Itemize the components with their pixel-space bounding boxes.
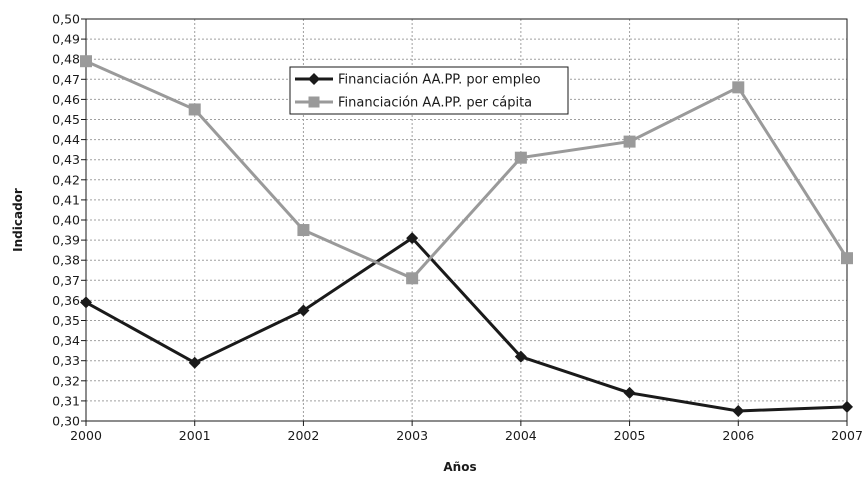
y-tick-label: 0,33 <box>52 353 80 368</box>
data-point-diamond <box>514 350 527 363</box>
legend-label-per-capita: Financiación AA.PP. per cápita <box>338 96 532 111</box>
y-tick-label: 0,32 <box>52 373 80 388</box>
legend-entry-per-capita: Financiación AA.PP. per cápita <box>295 96 532 111</box>
x-tick-label: 2003 <box>396 428 428 443</box>
series-line <box>85 59 849 281</box>
legend-square-marker <box>308 96 320 108</box>
y-tick-label: 0,37 <box>52 273 80 288</box>
series-per-capita <box>80 55 853 285</box>
data-point-square <box>188 103 201 116</box>
series-por-empleo <box>80 232 853 417</box>
data-point-square <box>623 135 636 148</box>
x-tick-label: 2004 <box>505 428 537 443</box>
y-tick-label: 0,41 <box>52 192 80 207</box>
x-tick-label: 2002 <box>288 428 320 443</box>
x-tick-label: 2001 <box>179 428 211 443</box>
data-point-square <box>80 55 92 68</box>
y-tick-label: 0,39 <box>52 233 80 248</box>
legend-box <box>289 66 569 115</box>
data-point-square <box>841 252 853 265</box>
data-point-square <box>406 272 419 285</box>
legend-entry-por-empleo: Financiación AA.PP. por empleo <box>295 73 541 88</box>
y-tick-label: 0,43 <box>52 152 80 167</box>
y-tick-label: 0,45 <box>52 112 80 127</box>
series-line <box>85 236 848 413</box>
y-tick-label: 0,42 <box>52 172 80 187</box>
x-tick-label: 2007 <box>831 428 863 443</box>
data-point-square <box>297 224 310 237</box>
legend-label-por-empleo: Financiación AA.PP. por empleo <box>338 73 541 88</box>
series <box>80 55 853 417</box>
y-tick-label: 0,31 <box>52 393 80 408</box>
x-tick-label: 2006 <box>722 428 754 443</box>
data-point-diamond <box>297 304 310 317</box>
y-tick-label: 0,46 <box>52 92 80 107</box>
y-tick-label: 0,34 <box>52 333 80 348</box>
legend-diamond-marker <box>308 73 320 85</box>
y-tick-label: 0,30 <box>52 414 80 429</box>
y-tick-label: 0,47 <box>52 72 80 87</box>
y-tick-label: 0,48 <box>52 52 80 67</box>
data-point-diamond <box>841 400 853 413</box>
data-point-diamond <box>623 386 636 399</box>
data-point-square <box>732 81 745 94</box>
x-tick-label: 2005 <box>614 428 646 443</box>
x-axis-title: Años <box>443 460 476 474</box>
y-tick-label: 0,44 <box>52 132 80 147</box>
y-tick-labels: 0,30 0,31 0,32 0,33 0,34 0,35 0,36 0,37 0,38 0,39… <box>52 12 80 429</box>
data-point-diamond <box>188 356 201 369</box>
x-tick-label: 2000 <box>70 428 102 443</box>
data-point-diamond <box>406 232 419 245</box>
y-tick-label: 0,36 <box>52 293 80 308</box>
data-point-diamond <box>732 404 745 417</box>
y-tick-label: 0,35 <box>52 313 80 328</box>
y-tick-label: 0,49 <box>52 32 80 47</box>
y-tick-label: 0,40 <box>52 213 80 228</box>
data-point-diamond <box>80 296 92 309</box>
axes <box>81 18 848 426</box>
legend: Financiación AA.PP. por empleo Financiac… <box>289 66 569 115</box>
data-point-square <box>514 151 527 164</box>
x-tick-labels: 2000 2001 2002 2003 2004 2005 2006 2007 <box>70 428 863 443</box>
y-axis-title: Indicador <box>11 188 25 252</box>
plot-frame <box>85 18 848 422</box>
y-tick-label: 0,38 <box>52 253 80 268</box>
y-tick-label: 0,50 <box>52 12 80 27</box>
